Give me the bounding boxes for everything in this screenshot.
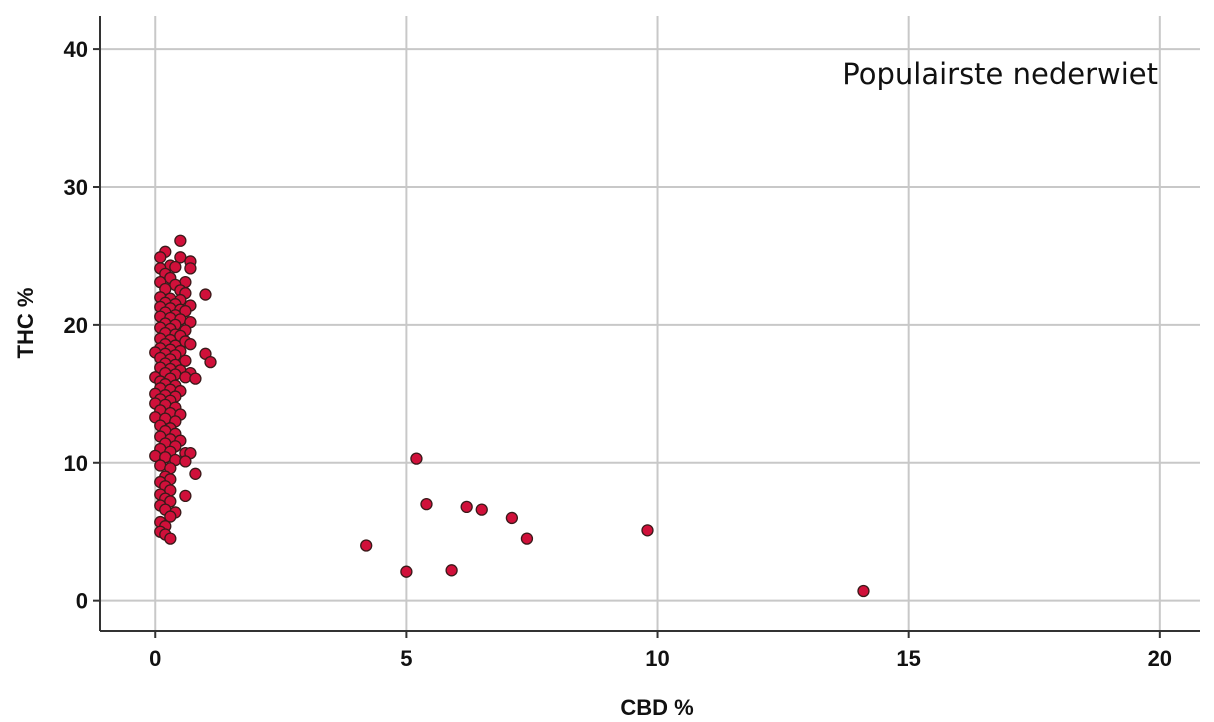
data-point: [164, 532, 177, 545]
data-point: [189, 467, 202, 480]
y-tick-label: 10: [64, 451, 88, 476]
x-tick-label: 20: [1148, 646, 1172, 671]
data-point: [154, 251, 167, 264]
data-point: [420, 497, 433, 511]
x-tick-label: 15: [896, 646, 920, 671]
data-point: [169, 260, 182, 274]
data-point: [189, 372, 202, 385]
data-point: [360, 539, 373, 552]
data-point: [410, 452, 423, 465]
data-point: [184, 338, 197, 351]
data-point: [204, 355, 217, 369]
data-point: [505, 511, 519, 525]
data-point: [174, 234, 187, 247]
data-points: [149, 234, 870, 598]
grid-lines: [100, 16, 1200, 631]
chart-annotation: Populairste nederwiet: [842, 57, 1158, 91]
data-point: [445, 564, 458, 577]
data-point: [179, 489, 192, 503]
data-point: [184, 262, 197, 275]
data-point: [164, 510, 177, 523]
y-axis-title: THC %: [13, 288, 38, 359]
y-tick-label: 0: [76, 589, 88, 614]
data-point: [520, 532, 534, 545]
data-point: [179, 455, 192, 468]
data-point: [179, 371, 192, 384]
x-tick-label: 0: [149, 646, 161, 671]
x-axis-title: CBD %: [620, 695, 693, 720]
data-point: [857, 584, 870, 598]
data-point: [475, 503, 488, 516]
data-point: [400, 565, 413, 578]
axes: [93, 16, 1200, 638]
data-point: [641, 524, 654, 537]
x-tick-label: 10: [645, 646, 669, 671]
x-tick-labels: 0 5 10 15 20: [149, 646, 1172, 671]
x-tick-label: 5: [400, 646, 412, 671]
y-tick-labels: 0 10 20 30 40: [64, 37, 88, 614]
data-point: [199, 288, 212, 301]
y-tick-label: 30: [64, 175, 88, 200]
data-point: [154, 459, 167, 472]
y-tick-label: 40: [64, 37, 88, 62]
data-point: [460, 500, 473, 514]
y-tick-label: 20: [64, 313, 88, 338]
